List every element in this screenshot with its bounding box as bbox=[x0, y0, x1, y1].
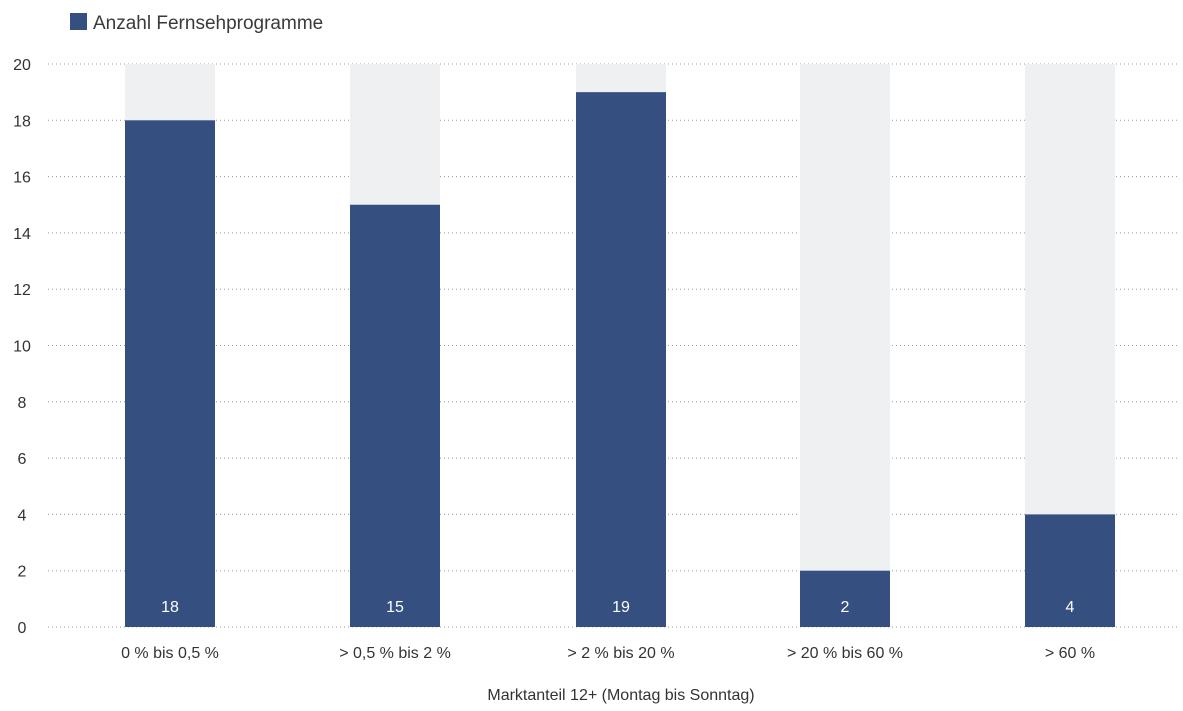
bar bbox=[1025, 514, 1115, 627]
data-label: 19 bbox=[612, 599, 630, 616]
y-tick-label: 0 bbox=[18, 620, 27, 637]
y-tick-label: 2 bbox=[18, 564, 27, 581]
legend-swatch bbox=[70, 13, 87, 30]
y-tick-label: 14 bbox=[13, 226, 31, 243]
x-tick-label: 0 % bis 0,5 % bbox=[121, 645, 219, 662]
x-tick-label: > 0,5 % bis 2 % bbox=[339, 645, 451, 662]
bars bbox=[125, 92, 1115, 628]
bar bbox=[350, 204, 440, 627]
data-label: 2 bbox=[841, 599, 850, 616]
data-label: 18 bbox=[161, 599, 179, 616]
background-bar bbox=[800, 64, 890, 627]
x-tick-label: > 60 % bbox=[1045, 645, 1095, 662]
legend-label: Anzahl Fernsehprogramme bbox=[93, 13, 323, 34]
data-label: 15 bbox=[386, 599, 404, 616]
x-tick-label: > 2 % bis 20 % bbox=[567, 645, 674, 662]
bar bbox=[125, 120, 215, 628]
y-tick-label: 8 bbox=[18, 395, 27, 412]
y-tick-label: 16 bbox=[13, 170, 31, 187]
y-tick-label: 20 bbox=[13, 57, 31, 74]
x-axis-title: Marktanteil 12+ (Montag bis Sonntag) bbox=[487, 687, 754, 704]
data-labels: 18 15 19 2 4 bbox=[161, 599, 1074, 616]
legend: Anzahl Fernsehprogramme bbox=[70, 13, 323, 34]
x-tick-label: > 20 % bis 60 % bbox=[787, 645, 903, 662]
y-axis-ticks: 0 2 4 6 8 10 12 14 16 18 20 bbox=[13, 57, 31, 637]
y-tick-label: 4 bbox=[18, 507, 27, 524]
data-label: 4 bbox=[1066, 599, 1075, 616]
x-axis-categories: 0 % bis 0,5 % > 0,5 % bis 2 % > 2 % bis 20… bbox=[121, 645, 1095, 662]
bar bbox=[576, 92, 666, 627]
y-tick-label: 18 bbox=[13, 113, 31, 130]
gridlines bbox=[48, 63, 1180, 628]
bar bbox=[800, 570, 890, 627]
y-tick-label: 10 bbox=[13, 339, 31, 356]
y-tick-label: 6 bbox=[18, 451, 27, 468]
y-tick-label: 12 bbox=[13, 282, 31, 299]
